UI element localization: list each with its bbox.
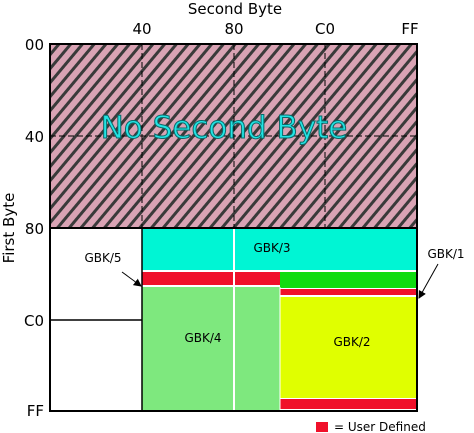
region-label: GBK/4 xyxy=(184,331,221,345)
gbk1-area xyxy=(280,272,417,288)
legend-swatch xyxy=(316,422,328,432)
user-defined-area xyxy=(280,399,417,409)
user-defined-area xyxy=(142,272,280,285)
region-label: GBK/1 xyxy=(427,247,464,261)
column-label: FF xyxy=(401,20,418,38)
axis-title: Second Byte xyxy=(188,0,282,18)
column-label: C0 xyxy=(315,20,335,38)
axis-title: First Byte xyxy=(0,193,18,264)
row-label: 00 xyxy=(25,36,44,54)
column-label: 40 xyxy=(132,20,151,38)
user-defined-area xyxy=(280,289,417,295)
overlay-text: No Second Byte xyxy=(101,110,348,146)
pointer-arrow xyxy=(418,263,439,299)
row-label: C0 xyxy=(24,312,44,330)
gbk2-area xyxy=(280,297,417,398)
row-label: 40 xyxy=(25,128,44,146)
gbk3-area xyxy=(142,228,417,270)
gbk4-area xyxy=(142,287,280,411)
region-label: GBK/2 xyxy=(333,335,370,349)
dashed-grid xyxy=(50,44,417,228)
column-label: 80 xyxy=(224,20,243,38)
row-label: FF xyxy=(27,402,44,420)
pointer-arrow xyxy=(121,271,142,287)
legend-label: = User Defined xyxy=(334,420,426,433)
region-label: GBK/5 xyxy=(84,251,121,265)
row-label: 80 xyxy=(25,220,44,238)
region-label: GBK/3 xyxy=(253,241,290,255)
